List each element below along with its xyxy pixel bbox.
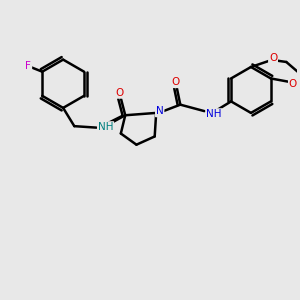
Text: NH: NH [98, 122, 113, 132]
Text: O: O [269, 53, 277, 63]
Polygon shape [103, 115, 122, 128]
Text: F: F [26, 61, 31, 71]
Text: N: N [156, 106, 164, 116]
Text: O: O [171, 77, 179, 87]
Text: O: O [289, 79, 297, 89]
Text: O: O [115, 88, 124, 98]
Text: NH: NH [206, 109, 222, 119]
